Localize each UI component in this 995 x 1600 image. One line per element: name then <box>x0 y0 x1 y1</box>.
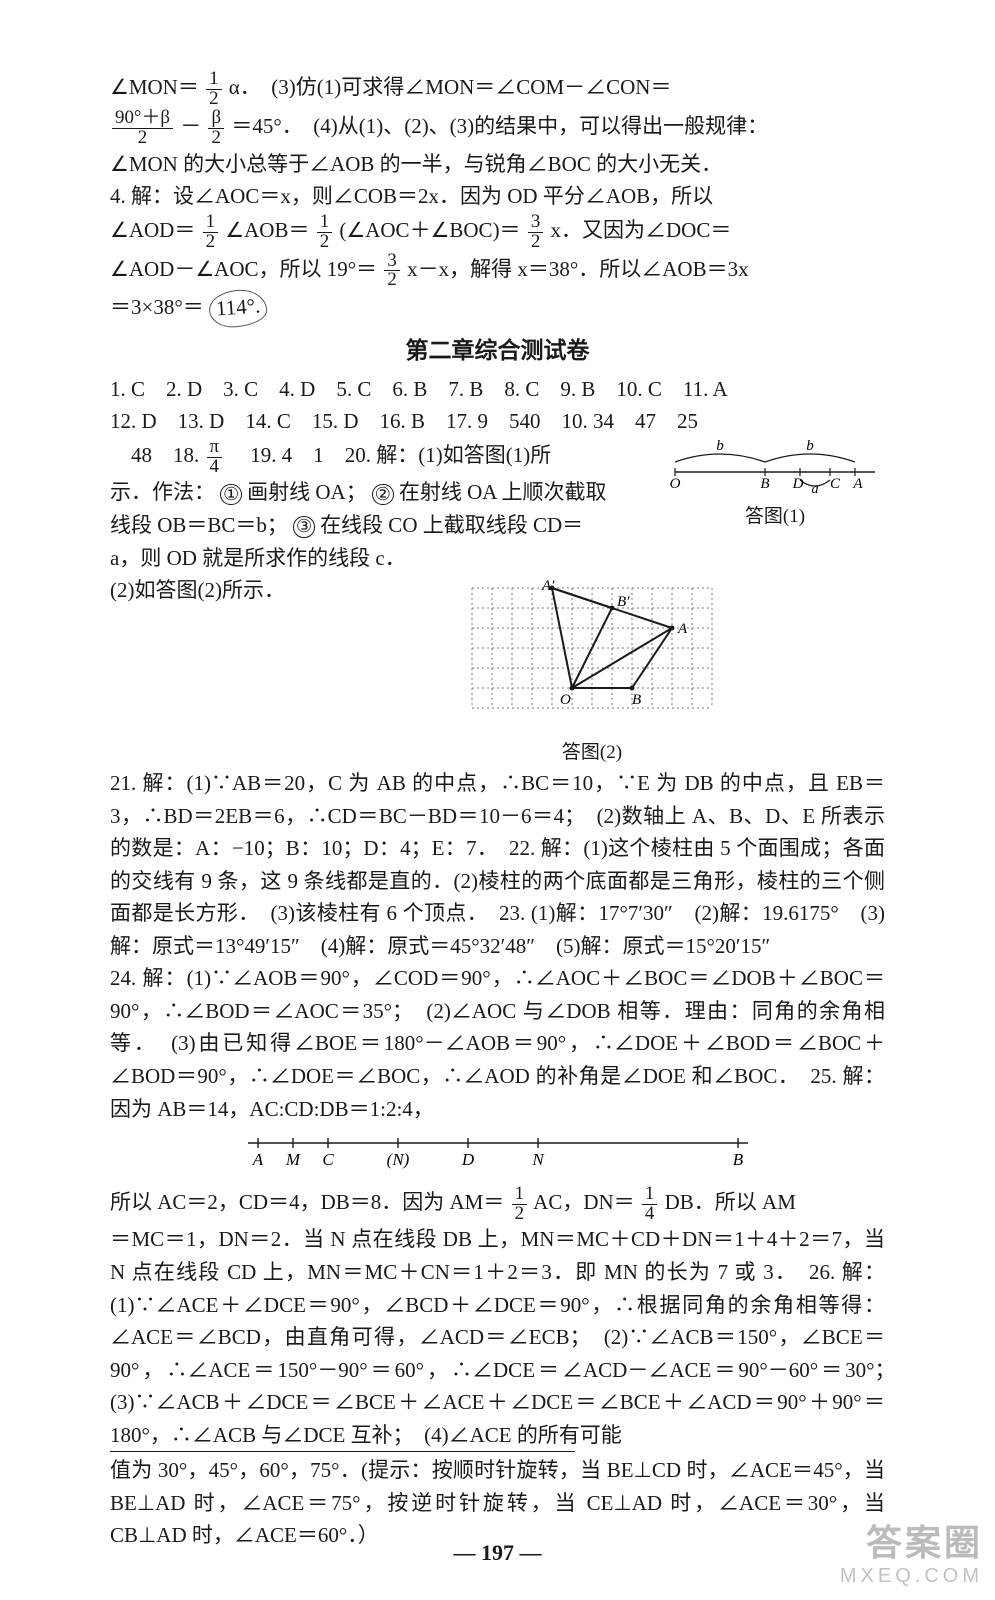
text: 线段 OB＝BC＝b； <box>110 513 288 537</box>
text: AC，DN＝ <box>533 1190 635 1214</box>
fraction: β2 <box>208 109 224 148</box>
text: DB．所以 AM <box>665 1190 796 1214</box>
handwritten-circle: 114°. <box>208 288 269 329</box>
circled-number-icon: ① <box>220 484 242 506</box>
figure-2-caption: 答图(2) <box>462 738 722 767</box>
text: 48 18. <box>110 443 205 467</box>
fraction: 32 <box>384 252 399 291</box>
svg-text:(N): (N) <box>386 1150 409 1169</box>
svg-text:C: C <box>830 476 841 492</box>
text: 所以 AC＝2，CD＝4，DB＝8．因为 AM＝ <box>110 1190 504 1214</box>
grid-diagram: A′ B′ A B O <box>462 578 722 728</box>
text: 在射线 OA 上顺次截取 <box>399 480 607 504</box>
text: ∠AOB＝ <box>225 218 309 242</box>
svg-text:B′: B′ <box>617 594 630 610</box>
page: ∠MON＝ 12 α． (3)仿(1)可求得∠MON＝∠COM－∠CON＝ 90… <box>0 0 995 1600</box>
text: ∠MON＝ <box>110 75 199 99</box>
text-line: 4. 解：设∠AOC＝x，则∠COB＝2x．因为 OD 平分∠AOB，所以 <box>110 180 885 213</box>
svg-text:N: N <box>531 1150 545 1169</box>
svg-text:C: C <box>322 1150 334 1169</box>
watermark: 答案圈 MXEQ.COM <box>840 1521 983 1588</box>
text: α． (3)仿(1)可求得∠MON＝∠COM－∠CON＝ <box>229 75 672 99</box>
watermark-line2: MXEQ.COM <box>840 1564 983 1588</box>
horizontal-rule <box>110 1451 575 1452</box>
svg-text:M: M <box>284 1150 300 1169</box>
fraction: 14 <box>642 1185 657 1224</box>
svg-text:b: b <box>806 438 814 454</box>
text: ∠AOD－∠AOC，所以 19°＝ <box>110 257 377 281</box>
text-line: ＝3×38°＝ 114°. <box>110 290 885 327</box>
text: (∠AOC＋∠BOC)＝ <box>339 218 520 242</box>
svg-text:A′: A′ <box>541 578 555 594</box>
figure-2: A′ B′ A B O 答图(2) <box>462 578 722 767</box>
svg-text:O: O <box>560 692 571 708</box>
fraction: 12 <box>203 213 218 252</box>
text-line: (2)如答图(2)所示． <box>110 574 285 607</box>
text: x－x，解得 x＝38°．所以∠AOB＝3x <box>407 257 749 281</box>
number-line: A M C (N) D N B <box>238 1129 758 1171</box>
figure-1: b b a O B D C A 答图(1) <box>665 438 885 532</box>
text: 画射线 OA； <box>247 480 367 504</box>
svg-text:b: b <box>716 438 724 454</box>
text-line: ∠MON 的大小总等于∠AOB 的一半，与锐角∠BOC 的大小无关． <box>110 148 885 181</box>
svg-text:B: B <box>760 476 769 492</box>
fraction: π4 <box>207 438 223 477</box>
answers-row: 1. C 2. D 3. C 4. D 5. C 6. B 7. B 8. C … <box>110 373 885 406</box>
text-line: 90°＋β2 － β2 ＝45°． (4)从(1)、(2)、(3)的结果中，可以… <box>110 109 885 148</box>
watermark-line1: 答案圈 <box>840 1521 983 1564</box>
content-block: ∠MON＝ 12 α． (3)仿(1)可求得∠MON＝∠COM－∠CON＝ 90… <box>110 70 885 1552</box>
fraction: 12 <box>206 70 221 109</box>
fraction: 90°＋β2 <box>112 109 173 148</box>
circled-number-icon: ② <box>372 484 394 506</box>
text-line: ∠AOD－∠AOC，所以 19°＝ 32 x－x，解得 x＝38°．所以∠AOB… <box>110 252 885 291</box>
section-title: 第二章综合测试卷 <box>110 333 885 369</box>
text-block: 21. 解：(1)∵AB＝20，C 为 AB 的中点，∴BC＝10，∵E 为 D… <box>110 767 885 962</box>
text-line: a，则 OD 就是所求作的线段 c． <box>110 542 885 575</box>
svg-text:O: O <box>670 476 681 492</box>
text-line: ∠AOD＝ 12 ∠AOB＝ 12 (∠AOC＋∠BOC)＝ 32 x．又因为∠… <box>110 213 885 252</box>
text: 示．作法： <box>110 480 215 504</box>
svg-text:B: B <box>632 692 641 708</box>
figure-1-caption: 答图(1) <box>665 502 885 531</box>
svg-text:A: A <box>251 1150 263 1169</box>
svg-text:D: D <box>792 476 804 492</box>
fraction: 32 <box>528 213 543 252</box>
text: ＝45°． (4)从(1)、(2)、(3)的结果中，可以得出一般规律： <box>231 114 768 138</box>
svg-text:a: a <box>812 482 819 493</box>
svg-text:B: B <box>732 1150 743 1169</box>
svg-text:A: A <box>852 476 863 492</box>
circled-number-icon: ③ <box>293 516 315 538</box>
fraction: 12 <box>317 213 332 252</box>
answers-row: 12. D 13. D 14. C 15. D 16. B 17. 9 540 … <box>110 405 885 438</box>
text: ∠AOD＝ <box>110 218 195 242</box>
page-number-value: 197 <box>481 1540 514 1565</box>
text-block: ＝MC＝1，DN＝2．当 N 点在线段 DB 上，MN＝MC＋CD＋DN＝1＋4… <box>110 1223 885 1451</box>
svg-text:D: D <box>460 1150 474 1169</box>
text: － <box>180 114 201 138</box>
svg-text:A: A <box>677 621 688 637</box>
fraction: 12 <box>512 1185 527 1224</box>
text: x．又因为∠DOC＝ <box>551 218 732 242</box>
segment-diagram: b b a O B D C A <box>670 438 880 493</box>
number-line-figure: A M C (N) D N B <box>110 1129 885 1181</box>
text-line: 所以 AC＝2，CD＝4，DB＝8．因为 AM＝ 12 AC，DN＝ 14 DB… <box>110 1185 885 1224</box>
text: 19. 4 1 20. 解：(1)如答图(1)所 <box>229 443 551 467</box>
text: ＝3×38°＝ <box>110 295 204 319</box>
text-block: 24. 解：(1)∵∠AOB＝90°，∠COD＝90°，∴∠AOC＋∠BOC＝∠… <box>110 962 885 1125</box>
text-line: ∠MON＝ 12 α． (3)仿(1)可求得∠MON＝∠COM－∠CON＝ <box>110 70 885 109</box>
text: 在线段 CO 上截取线段 CD＝ <box>320 513 583 537</box>
